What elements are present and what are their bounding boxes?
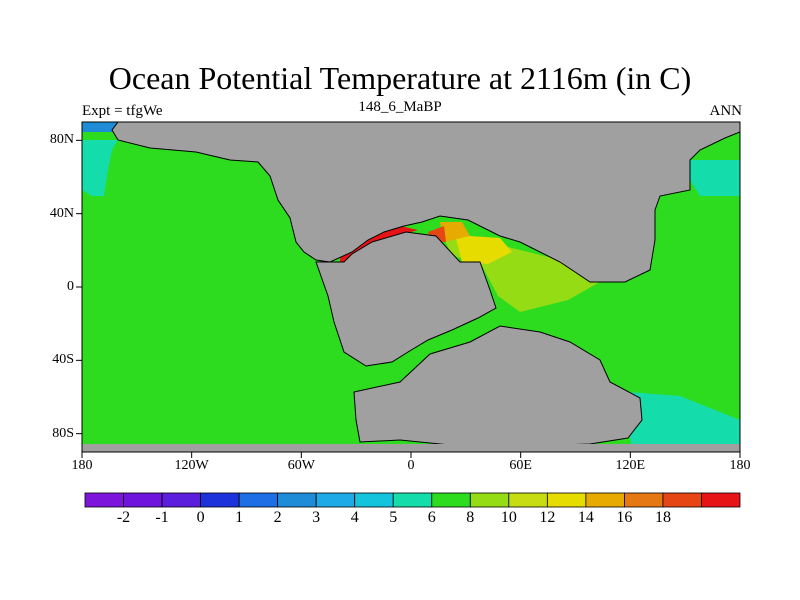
experiment-label: Expt = tfgWe (82, 103, 163, 119)
map-plot-area (82, 122, 740, 452)
colorbar (84, 492, 741, 508)
lon-tick-label: 60E (509, 458, 532, 473)
colorbar-swatch (469, 492, 510, 508)
warm-water-14 (440, 222, 470, 242)
lat-tick-label: 40S (52, 352, 74, 368)
colorbar-label: 0 (196, 509, 205, 526)
colorbar-label: 12 (539, 509, 556, 526)
colorbar-swatch (392, 492, 433, 508)
colorbar-label: 10 (500, 509, 517, 526)
cool-water-northwest (82, 140, 118, 196)
colorbar-swatch (161, 492, 201, 508)
land-masses (111, 122, 740, 447)
colorbar-swatch (585, 492, 625, 508)
lon-tick-label: 0 (407, 458, 415, 473)
colorbar-label: 16 (616, 509, 633, 526)
lat-tick-label: 0 (67, 279, 74, 294)
colorbar-swatch (508, 492, 548, 508)
lon-tick-label: 120W (174, 458, 209, 473)
lon-tick-label: 180 (71, 458, 93, 473)
colorbar-swatch (277, 492, 317, 508)
colorbar-swatch (84, 492, 124, 508)
lon-tick-label: 60W (287, 458, 315, 473)
colorbar-swatch (238, 492, 279, 508)
colorbar-swatch (662, 492, 702, 508)
time-label: 148_6_MaBP (358, 99, 442, 115)
map-title: Ocean Potential Temperature at 2116m (in… (108, 60, 692, 96)
colorbar-swatch (315, 492, 356, 508)
colorbar-swatch (123, 492, 163, 508)
colorbar-swatch (354, 492, 394, 508)
lon-tick-label: 180 (729, 458, 751, 473)
colorbar-swatch (200, 492, 240, 508)
lon-tick-label: 120E (615, 458, 646, 473)
warm-water-12 (455, 235, 512, 264)
colorbar-swatch (431, 492, 471, 508)
colorbar-label: -1 (155, 509, 169, 526)
season-label: ANN (709, 103, 743, 119)
colorbar-label: 5 (389, 509, 398, 526)
colorbar-label: 18 (654, 509, 671, 526)
polar-land (82, 444, 740, 452)
lat-tick-label: 80N (49, 132, 74, 148)
cool-water-southeast (628, 392, 740, 452)
colorbar-label: 8 (466, 509, 475, 526)
cool-water-northeast (690, 160, 740, 196)
axis-ticks (76, 139, 741, 458)
lat-tick-label: 80S (52, 425, 74, 441)
colorbar-swatch (546, 492, 587, 508)
colorbar-label: 6 (427, 509, 436, 526)
colorbar-label: 14 (577, 509, 594, 526)
colorbar-label: 4 (350, 509, 359, 526)
colorbar-label: 2 (273, 509, 282, 526)
colorbar-swatch (701, 492, 741, 508)
colorbar-label: 1 (235, 509, 244, 526)
colorbar-swatch (624, 492, 664, 508)
colorbar-label: -2 (116, 509, 131, 526)
lat-tick-label: 40N (49, 205, 74, 221)
colorbar-label: 3 (312, 509, 321, 526)
